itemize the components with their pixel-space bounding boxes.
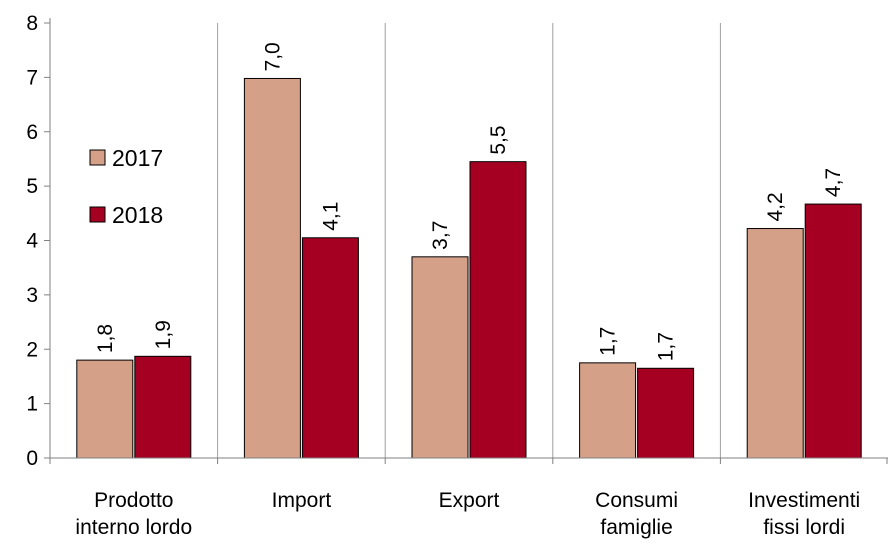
category-label: Export: [439, 489, 500, 512]
category-label-line: interno lordo: [75, 516, 192, 539]
category-label-line: Export: [439, 489, 500, 512]
axes: [49, 18, 888, 464]
legend-swatch-2018: [89, 206, 106, 223]
data-label: 1,8: [94, 324, 117, 353]
y-tick-label: 7: [26, 66, 38, 89]
data-label: 1,7: [597, 327, 620, 356]
data-label: 7,0: [261, 42, 284, 71]
bar-2017-0: [76, 359, 134, 459]
category-label-line: Import: [272, 489, 332, 512]
bar-2017-1: [243, 77, 301, 459]
y-tick-label: 2: [26, 338, 38, 361]
bar-2018-4: [804, 203, 862, 459]
data-label: 3,7: [429, 221, 452, 250]
bars: [76, 77, 862, 459]
data-label: 4,1: [319, 202, 342, 231]
category-label-line: Consumi: [595, 489, 678, 512]
category-label-line: Investimenti: [748, 489, 860, 512]
data-label: 5,5: [487, 125, 510, 154]
bar-2018-0: [134, 355, 192, 459]
bar-2018-1: [301, 237, 359, 459]
legend-swatch-2017: [89, 149, 106, 166]
category-label-line: Prodotto: [94, 489, 173, 512]
legend-label-2017: 2017: [112, 145, 163, 171]
category-label: Investimenti fissi lordi: [748, 489, 860, 539]
bar-2018-3: [637, 367, 695, 459]
y-tick-label: 5: [26, 175, 38, 198]
data-label: 1,7: [655, 332, 678, 361]
y-tick-label: 8: [26, 12, 38, 35]
y-tick-label: 1: [26, 393, 38, 416]
y-tick-label: 6: [26, 121, 38, 144]
category-label: Prodotto interno lordo: [75, 489, 192, 539]
data-label: 4,7: [822, 168, 845, 197]
x-axis-categories: Prodotto interno lordo Import Export Consumi…: [75, 489, 860, 539]
y-tick-label: 4: [26, 230, 38, 253]
data-label: 1,9: [152, 320, 175, 349]
category-separators: [217, 23, 721, 458]
y-tick-label: 3: [26, 284, 38, 307]
y-tick-label: 0: [26, 447, 38, 470]
bar-2017-3: [579, 362, 637, 459]
legend-label-2018: 2018: [112, 202, 163, 228]
category-label: Import: [272, 489, 332, 512]
category-label: Consumi famiglie: [595, 489, 678, 539]
bar-2017-4: [746, 228, 804, 459]
bar-2017-2: [411, 256, 469, 459]
y-axis-ticks: 0 1 2 3 4 5 6 7 8: [26, 12, 50, 470]
legend: 2017 2018: [89, 145, 163, 228]
data-labels: 1,8 1,9 7,0 4,1 3,7 5,5 1,7 1,7 4,2 4,7: [94, 42, 845, 361]
category-label-line: famiglie: [600, 516, 672, 539]
data-label: 4,2: [764, 192, 787, 221]
bar-2018-2: [469, 161, 527, 459]
category-label-line: fissi lordi: [763, 516, 845, 539]
